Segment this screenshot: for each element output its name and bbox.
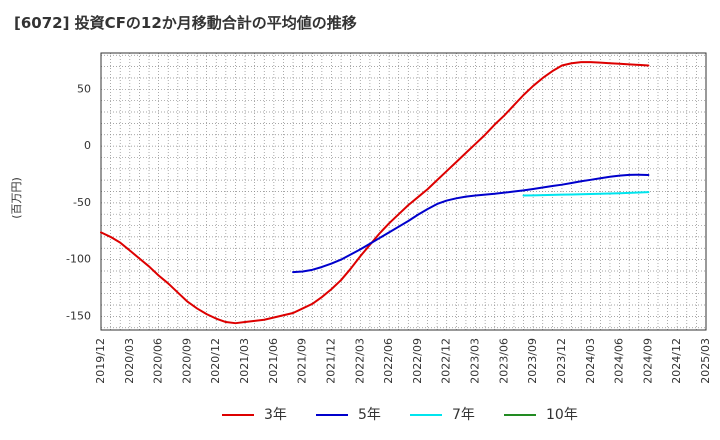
- y-tick-label: -50: [73, 196, 91, 209]
- y-axis-ticks: 50 0 -50 -100 -150: [66, 82, 91, 322]
- x-tick-label: 2021/09: [296, 338, 309, 384]
- grid-lines: [101, 53, 706, 330]
- x-tick-label: 2023/03: [469, 338, 482, 384]
- plot-area-border: [100, 52, 707, 331]
- x-tick-label: 2023/09: [526, 338, 539, 384]
- x-tick-label: 2022/12: [440, 338, 453, 384]
- legend-label: 7年: [452, 407, 475, 423]
- x-tick-label: 2020/12: [209, 338, 222, 384]
- y-tick-label: 0: [84, 139, 91, 152]
- x-tick-label: 2022/09: [411, 338, 424, 384]
- series-lines: [100, 61, 650, 325]
- x-axis-ticks: 2019/12 2020/03 2020/06 2020/09 2020/12 2021/…: [94, 338, 712, 384]
- legend-label: 10年: [546, 407, 578, 423]
- series-line-7年: [522, 191, 650, 197]
- y-tick-label: -150: [66, 309, 91, 322]
- legend-label: 5年: [358, 407, 381, 423]
- x-tick-label: 2022/06: [382, 338, 395, 384]
- x-tick-label: 2020/06: [152, 338, 165, 384]
- x-tick-label: 2021/03: [238, 338, 251, 384]
- x-tick-label: 2025/03: [699, 338, 712, 384]
- x-tick-label: 2021/12: [324, 338, 337, 384]
- x-tick-label: 2024/09: [641, 338, 654, 384]
- x-tick-label: 2020/03: [123, 338, 136, 384]
- x-tick-label: 2021/06: [267, 338, 280, 384]
- x-tick-label: 2020/09: [180, 338, 193, 384]
- series-line-5年: [292, 173, 650, 274]
- y-tick-label: 50: [77, 82, 91, 95]
- x-tick-label: 2022/03: [353, 338, 366, 384]
- y-axis-label: (百万円): [10, 177, 23, 219]
- x-tick-label: 2024/12: [670, 338, 683, 384]
- y-tick-label: -100: [66, 253, 91, 266]
- series-line-3年: [100, 61, 650, 325]
- x-tick-label: 2023/06: [497, 338, 510, 384]
- legend-label: 3年: [264, 407, 287, 423]
- x-tick-label: 2023/12: [555, 338, 568, 384]
- x-tick-label: 2019/12: [94, 338, 107, 384]
- x-tick-label: 2024/06: [613, 338, 626, 384]
- chart-title: [6072] 投資CFの12か月移動合計の平均値の推移: [14, 14, 357, 32]
- legend: 3年 5年 7年 10年: [222, 407, 578, 423]
- x-tick-label: 2024/03: [584, 338, 597, 384]
